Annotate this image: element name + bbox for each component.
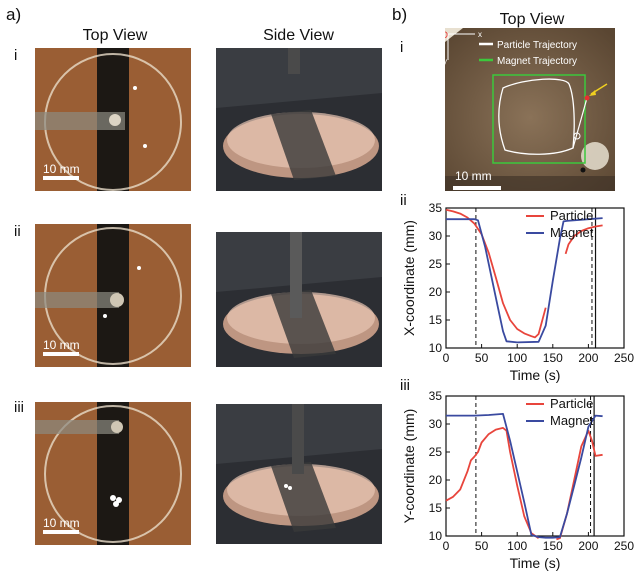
y-tick-label: 10	[429, 529, 443, 543]
y-coordinate-chart: 0 50 100 150 200 250 10 15 20 25 30 35 Time (s) Y-coo…	[401, 389, 634, 571]
pointer-arrow-head	[589, 90, 596, 96]
y-tick-label: 30	[429, 229, 443, 243]
y-tick-label: 30	[429, 417, 443, 431]
scale-label-iii: 10 mm	[43, 516, 80, 530]
y-axis-title: X-coordinate (mm)	[401, 220, 417, 336]
legend-label-magnet: Magnet	[550, 413, 594, 428]
panel-b-label: b)	[392, 5, 408, 24]
top-view-photo-ii: 10 mm	[35, 224, 191, 367]
legend-label-particle: Particle	[550, 208, 593, 223]
top-view-image-i	[35, 48, 191, 191]
x-coordinate-chart: 0 50 100 150 200 250 10 15 20 25 30 35 Time (s) X-coo…	[401, 201, 634, 383]
x-axis-label: x	[478, 30, 482, 39]
side-view-photo-iii	[216, 404, 382, 544]
series-line-magnet	[446, 217, 603, 344]
side-view-photo-i	[216, 48, 382, 191]
x-tick-label: 50	[475, 351, 489, 365]
panel-b-row-ii: ii	[400, 192, 407, 209]
x-tick-label: 150	[543, 539, 563, 553]
x-tick-label: 100	[507, 351, 527, 365]
top-view-image-iii	[35, 402, 191, 545]
panel-b-row-i: i	[400, 39, 404, 56]
y-tick-label: 35	[429, 389, 443, 403]
x-tick-label: 200	[578, 351, 598, 365]
plot-frame	[445, 395, 625, 537]
top-view-photo-i: 10 mm	[35, 48, 191, 191]
row-label-iii: iii	[14, 399, 24, 416]
series-line-magnet	[446, 413, 603, 539]
side-view-photo-ii	[216, 232, 382, 367]
panel-b-row-iii: iii	[400, 377, 410, 394]
top-view-photo-iii: 10 mm	[35, 402, 191, 545]
trajectory-image: O x y Particle Trajectory Magnet Traject…	[445, 28, 615, 191]
plot-frame	[445, 207, 625, 349]
legend-label-magnet: Magnet	[550, 225, 594, 240]
y-axis-label: y	[445, 57, 447, 66]
legend-particle-label: Particle Trajectory	[497, 40, 577, 51]
x-tick-label: 100	[507, 539, 527, 553]
top-view-image-ii	[35, 224, 191, 367]
scale-label-i: 10 mm	[43, 162, 80, 176]
legend-magnet-label: Magnet Trajectory	[497, 56, 577, 67]
x-axis-title: Time (s)	[510, 367, 561, 383]
series-line-particle	[445, 208, 547, 339]
panel-b-title: Top View	[499, 11, 565, 28]
y-tick-label: 25	[429, 257, 443, 271]
x-tick-label: 250	[614, 539, 634, 553]
x-tick-label: 200	[578, 539, 598, 553]
origin-label: O	[445, 30, 448, 40]
row-label-ii: ii	[14, 223, 21, 240]
y-tick-label: 15	[429, 501, 443, 515]
x-tick-label: 150	[543, 351, 563, 365]
side-view-image-i	[216, 48, 382, 191]
x-tick-label: 250	[614, 351, 634, 365]
column-header-top-view: Top View	[82, 27, 148, 44]
x-tick-label: 50	[475, 539, 489, 553]
y-tick-label: 35	[429, 201, 443, 215]
column-header-side-view: Side View	[263, 27, 334, 44]
trajectory-scale-label: 10 mm	[455, 169, 492, 183]
panel-a-label: a)	[6, 5, 22, 24]
y-tick-label: 20	[429, 285, 443, 299]
series-line-particle	[445, 427, 540, 539]
y-tick-label: 15	[429, 313, 443, 327]
x-tick-label: 0	[443, 539, 450, 553]
trajectory-photo: O x y Particle Trajectory Magnet Traject…	[445, 28, 615, 191]
scale-label-ii: 10 mm	[43, 338, 80, 352]
row-label-i: i	[14, 47, 18, 64]
y-tick-label: 20	[429, 473, 443, 487]
x-axis-title: Time (s)	[510, 555, 561, 571]
y-axis-title: Y-coordinate (mm)	[401, 409, 417, 524]
y-tick-label: 10	[429, 341, 443, 355]
legend-label-particle: Particle	[550, 396, 593, 411]
side-view-image-ii	[216, 232, 382, 367]
y-tick-label: 25	[429, 445, 443, 459]
x-tick-label: 0	[443, 351, 450, 365]
side-view-image-iii	[216, 404, 382, 544]
magnet-trajectory-square	[492, 74, 586, 164]
series-line-particle	[564, 224, 603, 255]
